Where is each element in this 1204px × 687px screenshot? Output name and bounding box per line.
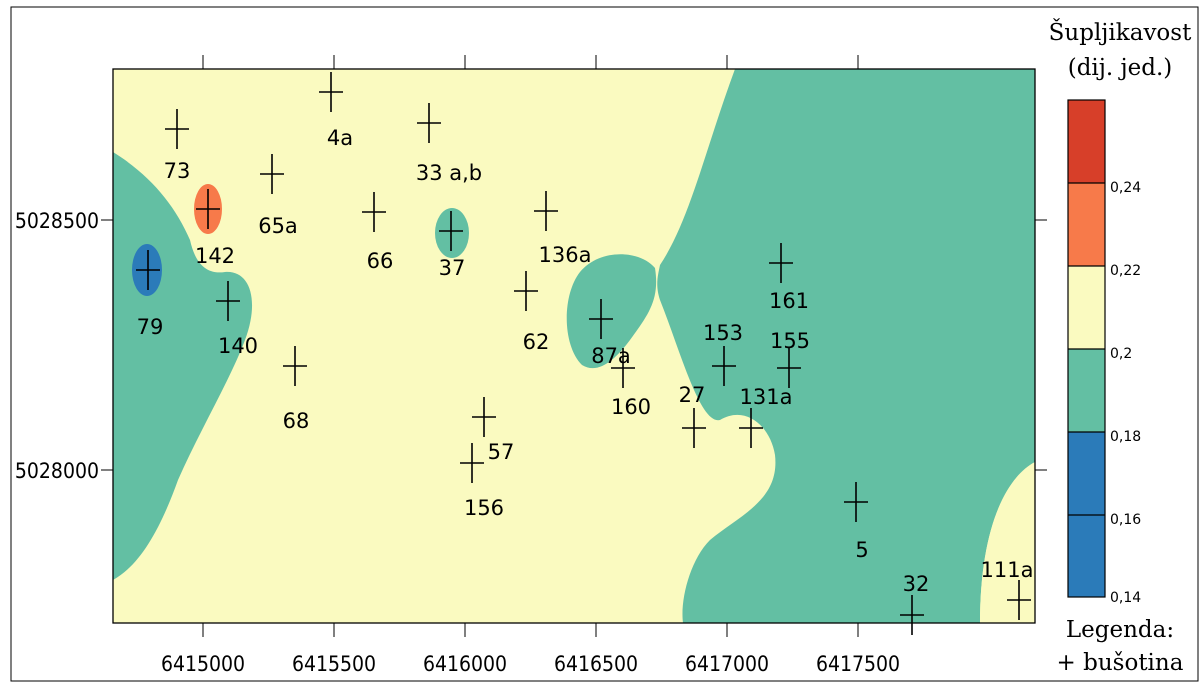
boreholes: 73 4a 33 a,b 65a 142 66 37 136a 79 140 62 87a 161 153… <box>136 72 1033 635</box>
legend-label-0-14: 0,14 <box>1110 590 1141 606</box>
legend-title-line2: (dij. jed.) <box>1068 55 1173 81</box>
borehole-label: 33 a,b <box>416 161 482 185</box>
legend-dividers <box>1068 182 1105 516</box>
borehole-label: 65a <box>258 214 298 238</box>
legend-label-0-22: 0,22 <box>1110 263 1141 279</box>
borehole-label: 37 <box>439 256 466 280</box>
borehole-label: 111a <box>981 558 1034 582</box>
legend: Šupljikavost (dij. jed.) 0,24 0,22 0,2 0… <box>1049 19 1192 676</box>
zone-0-18-0-20-blob <box>435 208 469 258</box>
borehole-111a: 111a <box>981 558 1034 620</box>
borehole-131a: 131a <box>739 385 792 448</box>
legend-title-line1: Šupljikavost <box>1049 19 1192 46</box>
x-tick-label: 6415000 <box>161 652 245 676</box>
zone-0-18-0-20-lobe <box>566 254 657 369</box>
legend-swatch-0-14-0-16 <box>1068 515 1105 597</box>
borehole-label: 160 <box>611 395 651 419</box>
legend-label-0-24: 0,24 <box>1110 180 1141 196</box>
legend-footer-line2: + bušotina <box>1057 650 1184 676</box>
legend-swatch-0-18-0-20 <box>1068 349 1105 432</box>
borehole-4a: 4a <box>319 72 353 150</box>
borehole-140: 140 <box>216 281 258 358</box>
borehole-label: 87a <box>591 344 631 368</box>
y-axis: 5028500 5028000 <box>15 209 1047 483</box>
borehole-33-a-b: 33 a,b <box>416 103 482 185</box>
legend-footer-line1: Legenda: <box>1066 617 1174 643</box>
borehole-32: 32 <box>900 572 929 635</box>
legend-swatch-0-16-0-18 <box>1068 432 1105 515</box>
legend-swatch-0-22-0-24 <box>1068 183 1105 266</box>
zone-0-20-0-22-southeast <box>980 462 1035 623</box>
legend-swatch-0-20-0-22 <box>1068 266 1105 349</box>
borehole-65a: 65a <box>258 154 298 238</box>
borehole-156: 156 <box>460 443 504 520</box>
x-tick-label: 6416000 <box>423 652 507 676</box>
y-tick-label: 5028500 <box>15 209 99 233</box>
borehole-73: 73 <box>164 109 191 183</box>
legend-label-0-2: 0,2 <box>1110 346 1132 362</box>
borehole-label: 161 <box>769 289 809 313</box>
borehole-79: 79 <box>136 250 163 339</box>
plot-frame <box>112 68 1036 624</box>
borehole-label: 66 <box>367 249 394 273</box>
borehole-153: 153 <box>703 321 743 386</box>
borehole-66: 66 <box>362 192 393 273</box>
x-tick-label: 6415500 <box>292 652 376 676</box>
x-tick-label: 6417000 <box>685 652 769 676</box>
borehole-155: 155 <box>770 329 810 388</box>
legend-label-0-16: 0,16 <box>1110 512 1141 528</box>
x-tick-label: 6416500 <box>554 652 638 676</box>
borehole-161: 161 <box>769 243 809 313</box>
legend-bar-frame <box>1067 99 1106 598</box>
borehole-160: 160 <box>611 348 651 419</box>
borehole-label: 62 <box>523 330 550 354</box>
borehole-136a: 136a <box>534 191 591 267</box>
borehole-label: 68 <box>283 409 310 433</box>
borehole-142: 142 <box>195 189 235 268</box>
borehole-label: 142 <box>195 244 235 268</box>
borehole-label: 153 <box>703 321 743 345</box>
borehole-label: 140 <box>218 334 258 358</box>
legend-class-labels: 0,24 0,22 0,2 0,18 0,16 0,14 <box>1110 180 1141 606</box>
borehole-37: 37 <box>439 211 466 280</box>
legend-label-0-18: 0,18 <box>1110 429 1141 445</box>
legend-swatch-0-24-plus <box>1068 100 1105 183</box>
borehole-57: 57 <box>472 397 514 464</box>
borehole-label: 79 <box>137 315 164 339</box>
borehole-label: 131a <box>740 385 793 409</box>
borehole-label: 73 <box>164 159 191 183</box>
borehole-label: 155 <box>770 329 810 353</box>
borehole-label: 156 <box>464 496 504 520</box>
zone-0-18-0-20-east <box>657 69 1035 623</box>
borehole-label: 57 <box>488 440 515 464</box>
borehole-68: 68 <box>283 346 310 433</box>
borehole-label: 5 <box>855 538 868 562</box>
borehole-label: 32 <box>903 572 930 596</box>
x-tick-label: 6417500 <box>816 652 900 676</box>
borehole-label: 136a <box>539 243 592 267</box>
borehole-27: 27 <box>679 383 706 448</box>
borehole-87a: 87a <box>589 299 631 368</box>
borehole-62: 62 <box>514 271 549 354</box>
borehole-label: 4a <box>327 126 353 150</box>
y-tick-label: 5028000 <box>15 459 99 483</box>
borehole-label: 27 <box>679 383 706 407</box>
x-axis: 6415000 6415500 6416000 6416500 6417000 64175… <box>161 55 900 676</box>
borehole-5: 5 <box>844 482 869 562</box>
contour-map <box>113 69 1035 623</box>
